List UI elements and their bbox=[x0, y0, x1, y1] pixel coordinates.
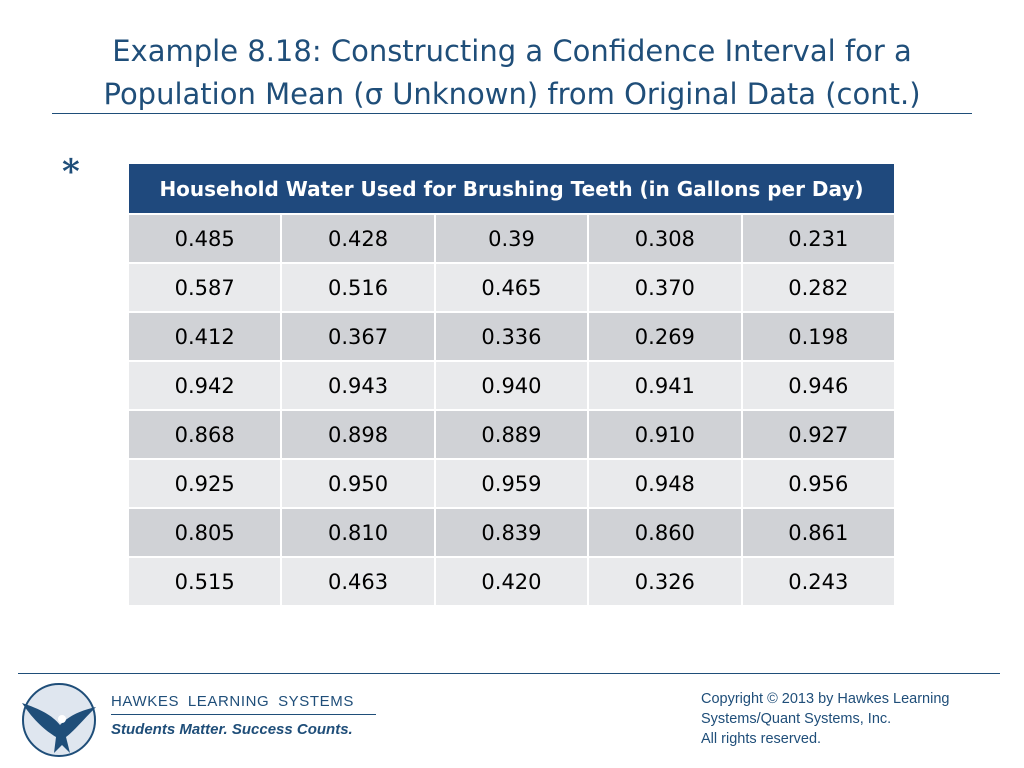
table-header: Household Water Used for Brushing Teeth … bbox=[127, 162, 896, 215]
table-cell: 0.367 bbox=[280, 311, 436, 362]
table-row: 0.942 0.943 0.940 0.941 0.946 bbox=[126, 360, 897, 411]
table-cell: 0.940 bbox=[433, 360, 590, 411]
table-cell: 0.839 bbox=[433, 507, 590, 558]
table-cell: 0.910 bbox=[587, 409, 743, 460]
copyright-notice: Copyright © 2013 by Hawkes Learning Syst… bbox=[701, 689, 1011, 749]
table-cell: 0.39 bbox=[433, 213, 590, 264]
table-cell: 0.420 bbox=[433, 556, 590, 607]
table-cell: 0.927 bbox=[740, 409, 897, 460]
company-underline bbox=[111, 714, 376, 715]
table-cell: 0.942 bbox=[126, 360, 283, 411]
table-cell: 0.946 bbox=[740, 360, 897, 411]
bullet-marker: * bbox=[62, 152, 80, 192]
table-cell: 0.465 bbox=[433, 262, 590, 313]
table-cell: 0.198 bbox=[740, 311, 897, 362]
table-cell: 0.956 bbox=[740, 458, 897, 509]
table-cell: 0.428 bbox=[280, 213, 436, 264]
table-cell: 0.810 bbox=[280, 507, 436, 558]
table-cell: 0.587 bbox=[126, 262, 283, 313]
table-cell: 0.336 bbox=[433, 311, 590, 362]
table-cell: 0.515 bbox=[126, 556, 283, 607]
table-cell: 0.861 bbox=[740, 507, 897, 558]
copyright-line: Copyright © 2013 by Hawkes Learning bbox=[701, 691, 950, 707]
company-name: HAWKES LEARNING SYSTEMS bbox=[111, 693, 354, 710]
title-underline bbox=[52, 113, 972, 114]
table-cell: 0.868 bbox=[126, 409, 283, 460]
table-cell: 0.898 bbox=[280, 409, 436, 460]
table-cell: 0.805 bbox=[126, 507, 283, 558]
slide-title: Example 8.18: Constructing a Confidence … bbox=[40, 30, 984, 116]
table-cell: 0.269 bbox=[587, 311, 743, 362]
table-row: 0.868 0.898 0.889 0.910 0.927 bbox=[126, 409, 897, 460]
table-cell: 0.860 bbox=[587, 507, 743, 558]
eagle-logo-icon bbox=[22, 683, 96, 757]
table-cell: 0.925 bbox=[126, 458, 283, 509]
table-row: 0.485 0.428 0.39 0.308 0.231 bbox=[126, 213, 897, 264]
table-row: 0.805 0.810 0.839 0.860 0.861 bbox=[126, 507, 897, 558]
table-cell: 0.943 bbox=[280, 360, 436, 411]
water-usage-table: Household Water Used for Brushing Teeth … bbox=[126, 162, 897, 607]
table-cell: 0.485 bbox=[126, 213, 283, 264]
table-cell: 0.516 bbox=[280, 262, 436, 313]
copyright-line: All rights reserved. bbox=[701, 731, 822, 747]
title-line-2: Population Mean (σ Unknown) from Origina… bbox=[103, 77, 921, 111]
table-cell: 0.282 bbox=[740, 262, 897, 313]
title-line-1: Example 8.18: Constructing a Confidence … bbox=[112, 34, 912, 68]
table-row: 0.925 0.950 0.959 0.948 0.956 bbox=[126, 458, 897, 509]
company-tagline: Students Matter. Success Counts. bbox=[111, 721, 353, 738]
table-cell: 0.950 bbox=[280, 458, 436, 509]
table-cell: 0.243 bbox=[740, 556, 897, 607]
table-cell: 0.959 bbox=[433, 458, 590, 509]
footer-divider bbox=[18, 673, 1000, 674]
table-cell: 0.889 bbox=[433, 409, 590, 460]
table-row: 0.515 0.463 0.420 0.326 0.243 bbox=[126, 556, 897, 607]
table-row: 0.412 0.367 0.336 0.269 0.198 bbox=[126, 311, 897, 362]
table-cell: 0.326 bbox=[587, 556, 743, 607]
table-cell: 0.412 bbox=[126, 311, 283, 362]
table-cell: 0.231 bbox=[740, 213, 897, 264]
table-cell: 0.948 bbox=[587, 458, 743, 509]
table-cell: 0.370 bbox=[587, 262, 743, 313]
copyright-line: Systems/Quant Systems, Inc. bbox=[701, 711, 892, 727]
table-body: 0.485 0.428 0.39 0.308 0.231 0.587 0.516 0.465 0… bbox=[126, 213, 897, 607]
table-row: 0.587 0.516 0.465 0.370 0.282 bbox=[126, 262, 897, 313]
table-cell: 0.941 bbox=[587, 360, 743, 411]
table-cell: 0.463 bbox=[280, 556, 436, 607]
table-cell: 0.308 bbox=[587, 213, 743, 264]
